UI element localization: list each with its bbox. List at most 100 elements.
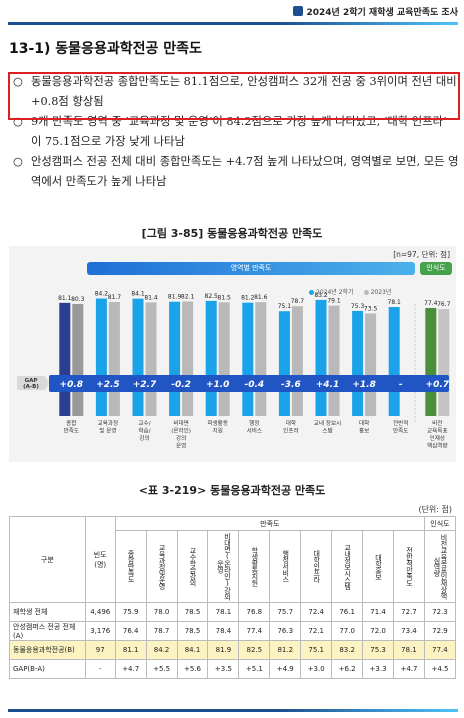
header-group-recognition: 인식도 (423, 516, 457, 531)
bullet-item: ○ 안성캠퍼스 전공 전체 대비 종합만족도는 +4.7점 높게 나타났으며, … (9, 152, 459, 192)
table-cell: 78.5 (176, 602, 209, 622)
table-cell: 76.8 (238, 602, 271, 622)
category-label: 강의 (139, 435, 149, 442)
data-label-current: 78.1 (388, 299, 402, 306)
table-cell: 71.4 (362, 602, 394, 622)
column-header-text: 전반적만족도 (405, 547, 414, 586)
legend-swatch (363, 290, 369, 295)
header-label: 구분 (9, 516, 86, 603)
data-label-current: 84.1 (131, 291, 145, 298)
gap-value: - (399, 380, 403, 390)
category-label: 및 운영 (99, 427, 116, 435)
column-header-text: 학생활동지원 (250, 547, 259, 586)
column-header-text: 행정서비스 (281, 550, 290, 583)
data-label-previous: 80.3 (71, 296, 85, 303)
table-cell: +3.3 (362, 659, 394, 679)
category-label: 대학 (359, 419, 369, 427)
gap-value: +0.8 (60, 380, 83, 390)
table-cell: 81.2 (269, 640, 302, 660)
data-label-previous: 79.1 (327, 298, 341, 305)
row-count: 97 (84, 640, 116, 660)
gap-value: -0.4 (244, 380, 264, 390)
column-header: 학생활동지원 (238, 530, 271, 603)
category-label: 비전 (432, 419, 442, 427)
table-cell: +6.2 (331, 659, 364, 679)
data-label-previous: 76.7 (437, 301, 451, 308)
gap-label: (A-B) (23, 384, 39, 390)
column-header-text: 교육과정및운영 (158, 543, 167, 590)
row-count: 4,496 (84, 602, 116, 622)
table-cell: +5.6 (176, 659, 209, 679)
bar-current (95, 298, 107, 416)
gap-value: +2.7 (133, 380, 157, 390)
table-cell: 72.0 (362, 621, 394, 641)
table-cell: 78.0 (145, 602, 178, 622)
table-cell: 75.3 (362, 640, 394, 660)
category-label: 인재상 (430, 434, 445, 442)
category-label: 지원 (213, 427, 223, 435)
category-label: 교내 정보시 (314, 419, 342, 427)
table-row: GAP(B-A) - +4.7 +5.5 +5.6 +3.5 +5.1 +4.9 +3.0 +6.… (9, 659, 457, 679)
data-label-previous: 82.1 (181, 293, 195, 300)
column-header: 교육과정및운영 (145, 530, 178, 603)
category-label: 만족도 (64, 427, 79, 435)
row-label: 동물응용과학전공(B) (9, 640, 86, 660)
data-label-current: 81.2 (241, 295, 255, 302)
column-header: 전반적만족도 (393, 530, 425, 603)
column-header: 대학인프라 (300, 530, 333, 603)
bar-chart: GAP(A-B) 81.1 80.3 종합만족도 84.2 81.7 교육과정및 운영 84.… (17, 291, 451, 450)
column-header-text: 대학인프라 (312, 550, 321, 583)
category-label: 교육목표 (427, 428, 448, 435)
category-label: 서비스 (247, 427, 262, 435)
bullet-mark: ○ (13, 115, 23, 128)
data-label-current: 84.2 (95, 291, 109, 298)
data-label-previous: 81.7 (108, 294, 122, 301)
data-label-current: 77.4 (424, 300, 438, 307)
data-label-previous: 81.4 (144, 294, 158, 301)
gap-value: +1.8 (352, 380, 375, 390)
category-label: 학생활동 (207, 419, 228, 427)
table-cell: 81.9 (207, 640, 240, 660)
row-count: 3,176 (84, 621, 116, 641)
table-cell: 84.2 (145, 640, 178, 660)
column-header-text: 종합만족도 (127, 550, 136, 583)
category-label: 교수/ (138, 420, 150, 427)
bullet-mark: ○ (13, 75, 23, 88)
category-label: 행정 (249, 419, 259, 427)
table-cell: 75.7 (269, 602, 302, 622)
category-label: 전반적 (393, 419, 408, 427)
bar-previous (438, 308, 450, 416)
gap-value: +2.5 (96, 380, 119, 390)
category-label: 비대면 (173, 419, 188, 427)
table-cell: 83.2 (331, 640, 364, 660)
category-label: 강의 (176, 435, 186, 442)
table-cell: 77.4 (423, 640, 457, 660)
category-label: 스템 (322, 428, 332, 435)
table-cell: +3.0 (300, 659, 333, 679)
column-header: 교내정보시스템 (331, 530, 364, 603)
bar-current (352, 310, 364, 416)
column-header: 종합만족도 (114, 530, 147, 603)
table-cell: +4.7 (393, 659, 425, 679)
category-label: 대학 (286, 419, 296, 427)
table-cell: 76.3 (269, 621, 302, 641)
bar-previous (72, 303, 84, 416)
table-unit: (단위: 점) (418, 505, 452, 514)
bullet-text: 동물응용과학전공 종합만족도는 81.1점으로, 안성캠퍼스 32개 전공 중 … (31, 75, 457, 108)
bar-current (59, 302, 71, 416)
category-label: 홍보 (359, 427, 369, 435)
data-label-current: 83.2 (314, 292, 328, 299)
gap-label: GAP (25, 378, 38, 384)
legend-label: 2023년 (370, 289, 392, 296)
table-cell: 72.9 (423, 621, 457, 641)
table-cell: 78.5 (176, 621, 209, 641)
gap-value: -0.2 (171, 380, 191, 390)
table-cell: 72.7 (393, 602, 425, 622)
row-label: 안성캠퍼스 전공 전체(A) (9, 621, 86, 641)
data-label-previous: 81.5 (218, 294, 232, 301)
section-title: 13-1) 동물응용과학전공 만족도 (9, 41, 202, 57)
figure-title: [그림 3-85] 동물응용과학전공 만족도 (141, 227, 323, 240)
header-title: 2024년 2학기 재학생 교육만족도 조사 (306, 7, 459, 18)
table-cell: 78.1 (393, 640, 425, 660)
column-header-text: 교내정보시스템 (343, 543, 352, 590)
